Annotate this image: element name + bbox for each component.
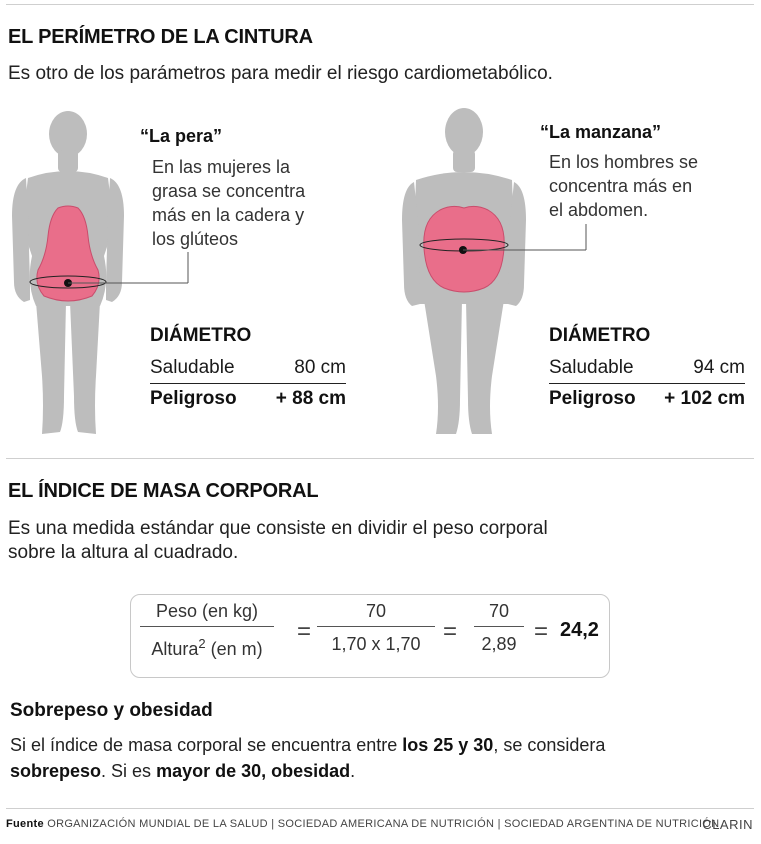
female-silhouette-figure [12, 111, 189, 434]
section-lead-bmi: Es una medida estándar que consiste en d… [8, 517, 548, 565]
pear-danger-label: Peligroso [150, 388, 237, 409]
formula-denominator: Altura2 (en m) [151, 636, 263, 659]
bmi-formula-box [130, 594, 610, 678]
apple-healthy-label: Saludable [549, 357, 634, 378]
equals-sign: = [534, 618, 549, 645]
formula-numerator: 70 [488, 601, 510, 621]
pear-line: más en la cadera y [152, 205, 305, 225]
apple-description: En los hombres se concentra más en el ab… [549, 150, 698, 222]
fraction-bar [317, 626, 435, 627]
overweight-range: los 25 y 30 [402, 735, 494, 755]
footer-credit: CLARIN [702, 817, 753, 832]
formula-fraction-values: 70 1,70 x 1,70 [317, 596, 435, 657]
footer-label: Fuente [6, 818, 44, 830]
male-silhouette-figure [402, 108, 587, 434]
apple-line: En los hombres se [549, 152, 699, 172]
section-title-waist: EL PERÍMETRO DE LA CINTURA [8, 26, 313, 48]
pear-healthy-row: Saludable 80 cm [150, 353, 346, 384]
pear-healthy-value: 80 cm [294, 357, 346, 378]
overweight-paragraph: Si el índice de masa corporal se encuent… [10, 735, 606, 781]
fraction-bar [474, 626, 524, 627]
apple-title: “La manzana” [540, 122, 662, 142]
pear-diameter-title: DIÁMETRO [150, 325, 252, 346]
section-title-bmi: EL ÍNDICE DE MASA CORPORAL [8, 480, 319, 502]
bmi-lead-line: sobre la altura al cuadrado. [8, 542, 239, 563]
apple-line: el abdomen. [549, 200, 649, 220]
apple-danger-row: Peligroso + 102 cm [549, 384, 745, 414]
bmi-lead-line: Es una medida estándar que consiste en d… [8, 518, 548, 539]
bmi-result: 24,2 [560, 619, 599, 641]
formula-numerator: Peso (en kg) [155, 601, 259, 621]
formula-denominator: 1,70 x 1,70 [331, 634, 421, 654]
obesity-term: mayor de 30, obesidad [156, 761, 351, 781]
pear-diameter-table: DIÁMETRO Saludable 80 cm Peligroso + 88 … [150, 325, 346, 414]
fraction-bar [140, 626, 274, 627]
footer-sources: Fuente ORGANIZACIÓN MUNDIAL DE LA SALUD … [6, 818, 719, 830]
pear-title: “La pera” [140, 126, 223, 146]
pear-fat-shape [36, 205, 100, 302]
apple-diameter-title: DIÁMETRO [549, 325, 651, 346]
formula-denominator: 2,89 [481, 634, 517, 654]
formula-fraction-definition: Peso (en kg) Altura2 (en m) [140, 596, 274, 659]
pear-danger-value: + 88 cm [275, 388, 346, 409]
pear-healthy-label: Saludable [150, 357, 235, 378]
top-rule [6, 4, 754, 5]
section-lead-waist: Es otro de los parámetros para medir el … [8, 63, 553, 84]
apple-healthy-row: Saludable 94 cm [549, 353, 745, 384]
overweight-title: Sobrepeso y obesidad [10, 700, 213, 721]
footer-rule [6, 808, 754, 809]
equals-sign: = [443, 618, 458, 645]
equals-sign: = [297, 618, 312, 645]
pear-line: los glúteos [152, 229, 239, 249]
apple-line: concentra más en [549, 176, 693, 196]
apple-danger-value: + 102 cm [664, 388, 745, 409]
overweight-term: sobrepeso [10, 761, 102, 781]
pear-line: grasa se concentra [152, 181, 306, 201]
apple-diameter-table: DIÁMETRO Saludable 94 cm Peligroso + 102… [549, 325, 745, 414]
formula-numerator: 70 [365, 601, 387, 621]
formula-fraction-simplified: 70 2,89 [474, 596, 524, 657]
pear-description: En las mujeres la grasa se concentra más… [152, 155, 305, 251]
pear-line: En las mujeres la [152, 157, 291, 177]
apple-danger-label: Peligroso [549, 388, 636, 409]
footer-sources-text: ORGANIZACIÓN MUNDIAL DE LA SALUD | SOCIE… [47, 818, 720, 830]
pear-danger-row: Peligroso + 88 cm [150, 384, 346, 414]
apple-healthy-value: 94 cm [693, 357, 745, 378]
section-divider [6, 458, 754, 459]
